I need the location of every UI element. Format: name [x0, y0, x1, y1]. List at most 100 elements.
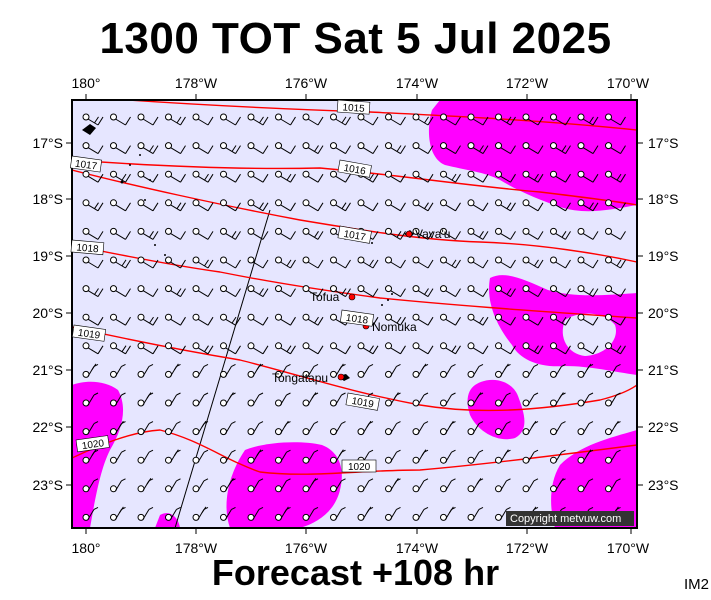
wind-barb [495, 478, 511, 493]
wind-barb [522, 478, 539, 493]
wind-barb [385, 142, 406, 155]
wind-barb [440, 199, 461, 212]
lat-label-22s-right: 22°S [648, 419, 679, 435]
wind-barb [275, 313, 296, 326]
isobar-label-1019-west: 1019 [71, 324, 107, 342]
wind-barb [412, 256, 434, 269]
wind-barb [192, 199, 214, 212]
isobar-labels: 1015 1016 1017 1017 1018 1018 1019 1019 [69, 99, 380, 473]
place-label-nomuka: Nomuka [372, 320, 417, 334]
wind-barb [137, 449, 154, 464]
wind-barb [110, 342, 131, 355]
wind-barb [605, 392, 621, 407]
wind-barb [192, 285, 214, 298]
wind-barb [247, 170, 269, 183]
wind-barb [110, 113, 131, 126]
wind-barb [82, 313, 104, 326]
wind-barb [110, 420, 126, 436]
svg-text:1019: 1019 [77, 328, 101, 342]
wind-barb [577, 421, 594, 436]
place-dot-tofua [348, 293, 356, 301]
lat-label-22s-left: 22°S [32, 419, 63, 435]
wind-barb [330, 363, 346, 378]
wind-barb [275, 170, 296, 183]
wind-barb [412, 170, 434, 183]
wind-barb [275, 363, 291, 378]
wind-barb [467, 392, 484, 407]
wind-barb [137, 363, 154, 378]
wind-barb [302, 256, 324, 269]
wind-barb [522, 342, 544, 355]
wind-barb [522, 142, 544, 155]
islet [120, 180, 124, 184]
wind-barb [467, 285, 489, 298]
wind-barb [165, 256, 186, 269]
svg-text:1017: 1017 [74, 159, 98, 173]
wind-barb [165, 227, 186, 240]
wind-barb [165, 113, 186, 126]
wind-barb [247, 506, 264, 521]
wind-barb [330, 392, 346, 407]
islet [154, 244, 156, 246]
wind-barb [385, 199, 406, 212]
svg-text:1017: 1017 [343, 229, 367, 244]
place-dot-vavau [405, 230, 413, 238]
wind-barb [82, 363, 99, 378]
wind-barb [522, 113, 544, 126]
copyright-text: Copyright metvuw.com [510, 513, 621, 525]
isobar-1015 [117, 100, 637, 131]
wind-barb [165, 421, 181, 436]
wind-barb [330, 113, 351, 126]
wind-barb [137, 342, 159, 355]
wind-barb [412, 363, 429, 378]
forecast-label: Forecast +108 hr [211, 552, 500, 593]
wind-barb [192, 363, 209, 378]
wind-barb [412, 449, 429, 464]
wind-barb [82, 227, 104, 240]
wind-barb [467, 421, 484, 436]
wind-barb [412, 342, 434, 355]
wind-barb [412, 142, 434, 155]
wind-barb [495, 256, 516, 269]
wind-barb [440, 313, 461, 326]
wind-barb [440, 227, 461, 240]
wind-barb [577, 170, 599, 183]
wind-barb [385, 342, 406, 355]
wind-barb [275, 227, 296, 240]
wind-barb [385, 478, 401, 493]
lat-label-18s-right: 18°S [648, 191, 679, 207]
place-label-tofua: Tofua [310, 290, 340, 304]
isobars [72, 100, 637, 475]
wind-barb [137, 142, 159, 155]
wind-barb [385, 392, 401, 407]
lat-label-20s-left: 20°S [32, 305, 63, 321]
wind-barb [220, 392, 236, 407]
wind-barb [550, 113, 571, 126]
wind-barb [577, 342, 599, 355]
wind-barb [605, 227, 626, 240]
copyright-badge: Copyright metvuw.com [506, 511, 634, 526]
wind-barb [522, 199, 544, 212]
wind-barb [357, 142, 379, 155]
wind-barb [165, 478, 181, 493]
wind-barb [605, 170, 626, 183]
wind-barb [385, 113, 406, 126]
wind-barb [165, 170, 186, 183]
wind-barb [110, 170, 131, 183]
wind-barb [495, 342, 516, 355]
wind-barb [385, 449, 401, 464]
islet [387, 299, 389, 301]
svg-text:1020: 1020 [81, 438, 105, 452]
wind-barb [247, 342, 269, 355]
wind-barb [467, 256, 489, 269]
wind-barb [165, 506, 181, 521]
wind-barb [192, 392, 209, 407]
wind-barb [220, 342, 241, 355]
wind-barb [440, 256, 461, 269]
wind-barb [550, 421, 566, 436]
lon-label-180-bottom: 180° [72, 540, 101, 556]
wind-barb [605, 342, 626, 355]
wind-barb [412, 478, 429, 493]
wind-barb [467, 113, 489, 126]
wind-barb [110, 227, 131, 240]
